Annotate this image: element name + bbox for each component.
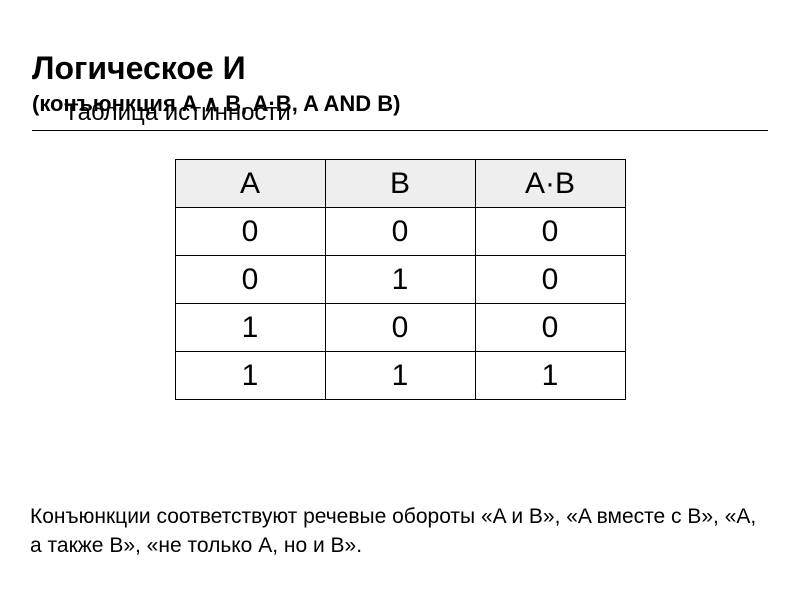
col-header-ab: A·B <box>475 160 625 208</box>
cell: 0 <box>475 208 625 256</box>
footnote-text: Конъюнкции соответствуют речевые обороты… <box>30 503 760 560</box>
table-row: 0 0 0 <box>175 208 625 256</box>
slide-title-main: Логическое И <box>32 50 760 87</box>
truth-table: A B A·B 0 0 0 0 1 0 1 0 0 1 1 <box>175 159 626 400</box>
table-row: 0 1 0 <box>175 256 625 304</box>
cell: 0 <box>325 304 475 352</box>
cell: 0 <box>175 256 325 304</box>
slide-subtitle: Таблица истинности <box>64 99 760 127</box>
title-underline <box>32 130 768 131</box>
cell: 0 <box>175 208 325 256</box>
cell: 1 <box>475 352 625 400</box>
table-row: 1 1 1 <box>175 352 625 400</box>
col-header-a: A <box>175 160 325 208</box>
cell: 1 <box>325 256 475 304</box>
cell: 1 <box>175 304 325 352</box>
table-header-row: A B A·B <box>175 160 625 208</box>
truth-table-wrap: A B A·B 0 0 0 0 1 0 1 0 0 1 1 <box>40 159 760 400</box>
cell: 0 <box>325 208 475 256</box>
cell: 0 <box>475 256 625 304</box>
cell: 1 <box>175 352 325 400</box>
table-row: 1 0 0 <box>175 304 625 352</box>
cell: 0 <box>475 304 625 352</box>
col-header-b: B <box>325 160 475 208</box>
cell: 1 <box>325 352 475 400</box>
